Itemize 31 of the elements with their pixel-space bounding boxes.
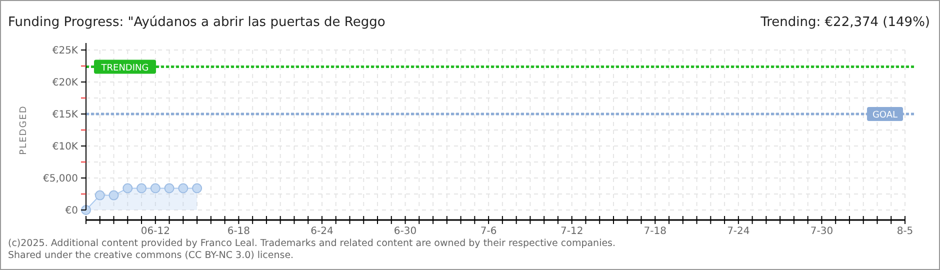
chart-subtitle: Trending: €22,374 (149%) (760, 15, 930, 30)
y-tick-label: €25K (52, 46, 78, 56)
point (136, 183, 147, 194)
y-axis-title: PLEDGED (19, 105, 29, 155)
x-tick-label: 7-24 (727, 226, 750, 237)
x-tick-label: 7-12 (560, 226, 584, 237)
point (94, 190, 105, 200)
x-tick-label: 8-5 (896, 226, 914, 237)
point (122, 183, 133, 194)
y-tick-label: €15K (52, 110, 78, 120)
point (108, 190, 119, 200)
x-tick-label: 7-6 (480, 226, 497, 237)
ref-line-label: GOAL (872, 110, 898, 120)
x-tick-label: 7-18 (644, 226, 666, 237)
chart-title: Funding Progress: "Ayúdanos a abrir las puertas de Reggo (8, 15, 386, 30)
point (150, 183, 160, 194)
point (178, 183, 188, 194)
text: Shared under the creative commons (CC BY-NC 3.0) license. (8, 250, 294, 261)
y-tick-label: €10K (52, 142, 78, 152)
x-tick-label: 6-18 (227, 226, 250, 237)
x-tick-label: 6-24 (310, 226, 334, 237)
x-tick-label: 7-30 (810, 226, 834, 237)
x-tick-label: 6-30 (394, 226, 417, 237)
y-tick-label: €5,000 (43, 174, 78, 184)
text: (c)2025. Additional content provided by Franco Leal. Trademarks and related content are owned by their respective companies. (8, 238, 616, 249)
y-tick-label: €0 (65, 206, 78, 216)
point (192, 183, 202, 194)
y-tick-label: €20K (52, 78, 78, 88)
ref-line-label: TRENDING (100, 63, 149, 74)
x-tick-label: 06-12 (140, 226, 170, 237)
point (164, 183, 174, 194)
